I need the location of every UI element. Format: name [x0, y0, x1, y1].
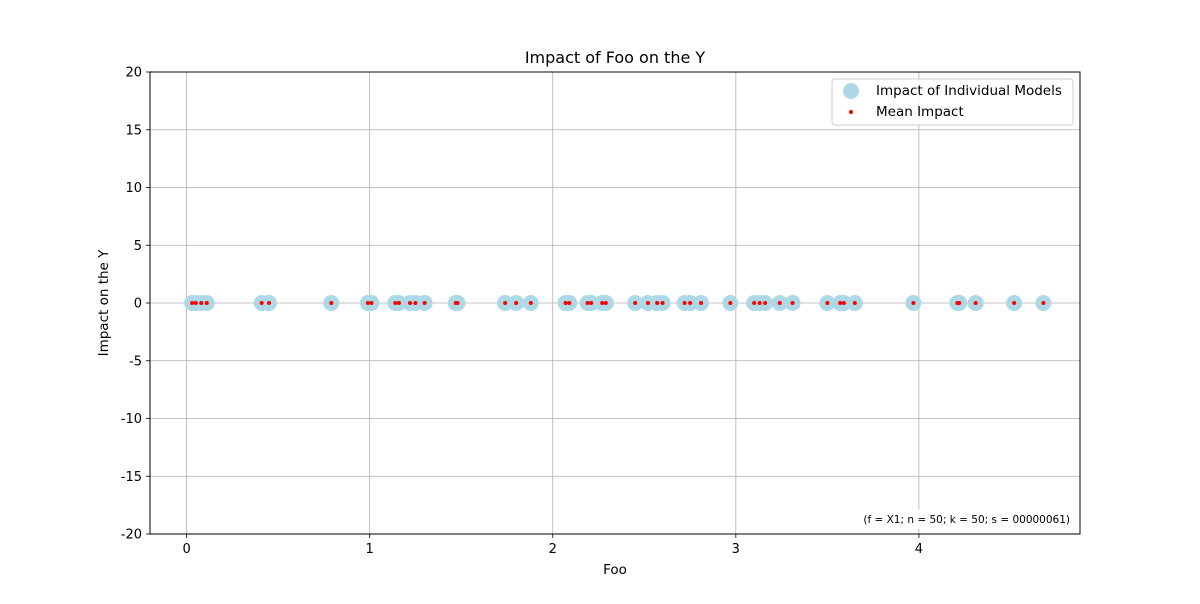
mean-impact-point — [514, 301, 519, 305]
mean-impact-point — [190, 301, 195, 305]
mean-impact-point — [633, 301, 638, 305]
legend-box — [831, 78, 1074, 126]
mean-impact-point — [825, 301, 830, 305]
mean-impact-point — [193, 301, 198, 305]
legend: Impact of Individual Models Mean Impact — [831, 78, 1074, 126]
mean-impact-point — [763, 301, 768, 305]
mean-impact-point — [266, 301, 271, 305]
mean-impact-point — [407, 301, 412, 305]
mean-impact-point — [655, 301, 660, 305]
mean-impact-point — [585, 301, 590, 305]
x-tick-label: 2 — [549, 542, 557, 557]
mean-impact-point — [600, 301, 605, 305]
mean-impact-point — [413, 301, 418, 305]
x-tick-label: 0 — [182, 542, 190, 557]
mean-impact-point — [911, 301, 916, 305]
mean-impact-point — [790, 301, 795, 305]
chart-title: Impact of Foo on the Y — [525, 48, 706, 67]
mean-impact-point — [563, 301, 568, 305]
mean-impact-point — [688, 301, 693, 305]
mean-impact-point — [422, 301, 427, 305]
mean-impact-point — [752, 301, 757, 305]
mean-impact-point — [682, 301, 687, 305]
annotation-background — [848, 509, 1074, 529]
ticks: 0 1 2 3 4 -20 -15 -10 -5 0 5 10 15 20 — [121, 66, 923, 558]
mean-impact-point — [503, 301, 508, 305]
y-tick-label: 15 — [125, 123, 142, 138]
mean-impact-point — [329, 301, 334, 305]
mean-impact-point — [973, 301, 978, 305]
annotation-text: (f = X1; n = 50; k = 50; s = 00000061) — [863, 514, 1070, 526]
mean-impact-point — [1012, 301, 1017, 305]
x-axis-label: Foo — [603, 562, 627, 578]
legend-marker-individual — [843, 83, 859, 99]
mean-impact-point — [603, 301, 608, 305]
y-tick-label: -20 — [121, 528, 142, 543]
y-tick-label: 10 — [125, 181, 142, 196]
mean-impact-point — [259, 301, 264, 305]
mean-impact-point — [699, 301, 704, 305]
y-axis-label: Impact on the Y — [96, 249, 112, 357]
mean-impact-point — [838, 301, 843, 305]
mean-impact-point — [757, 301, 762, 305]
y-tick-label: 20 — [125, 66, 142, 81]
mean-impact-point — [204, 301, 209, 305]
mean-impact-point — [396, 301, 401, 305]
y-tick-label: -15 — [121, 470, 142, 485]
mean-impact-point — [660, 301, 665, 305]
mean-impact-point — [393, 301, 398, 305]
mean-impact-point — [369, 301, 374, 305]
mean-impact-point — [528, 301, 533, 305]
mean-impact-point — [199, 301, 204, 305]
mean-impact-point — [1041, 301, 1046, 305]
mean-impact-point — [365, 301, 370, 305]
legend-entry-mean: Mean Impact — [876, 104, 964, 120]
y-tick-label: -5 — [129, 354, 142, 369]
mean-impact-point — [728, 301, 733, 305]
x-tick-label: 1 — [366, 542, 374, 557]
mean-impact-point — [841, 301, 846, 305]
mean-impact-point — [455, 301, 460, 305]
x-tick-label: 3 — [732, 542, 740, 557]
y-tick-label: 0 — [134, 297, 142, 312]
mean-impact-point — [777, 301, 782, 305]
y-tick-label: -10 — [121, 412, 142, 427]
y-tick-label: 5 — [134, 239, 142, 254]
mean-impact-point — [957, 301, 962, 305]
legend-entry-individual: Impact of Individual Models — [876, 83, 1062, 99]
data-points — [184, 295, 1052, 311]
mean-impact-point — [567, 301, 572, 305]
annotation: (f = X1; n = 50; k = 50; s = 00000061) — [848, 509, 1074, 529]
mean-impact-point — [589, 301, 594, 305]
mean-impact-point — [852, 301, 857, 305]
legend-marker-mean — [849, 110, 853, 114]
mean-impact-point — [645, 301, 650, 305]
x-tick-label: 4 — [915, 542, 923, 557]
